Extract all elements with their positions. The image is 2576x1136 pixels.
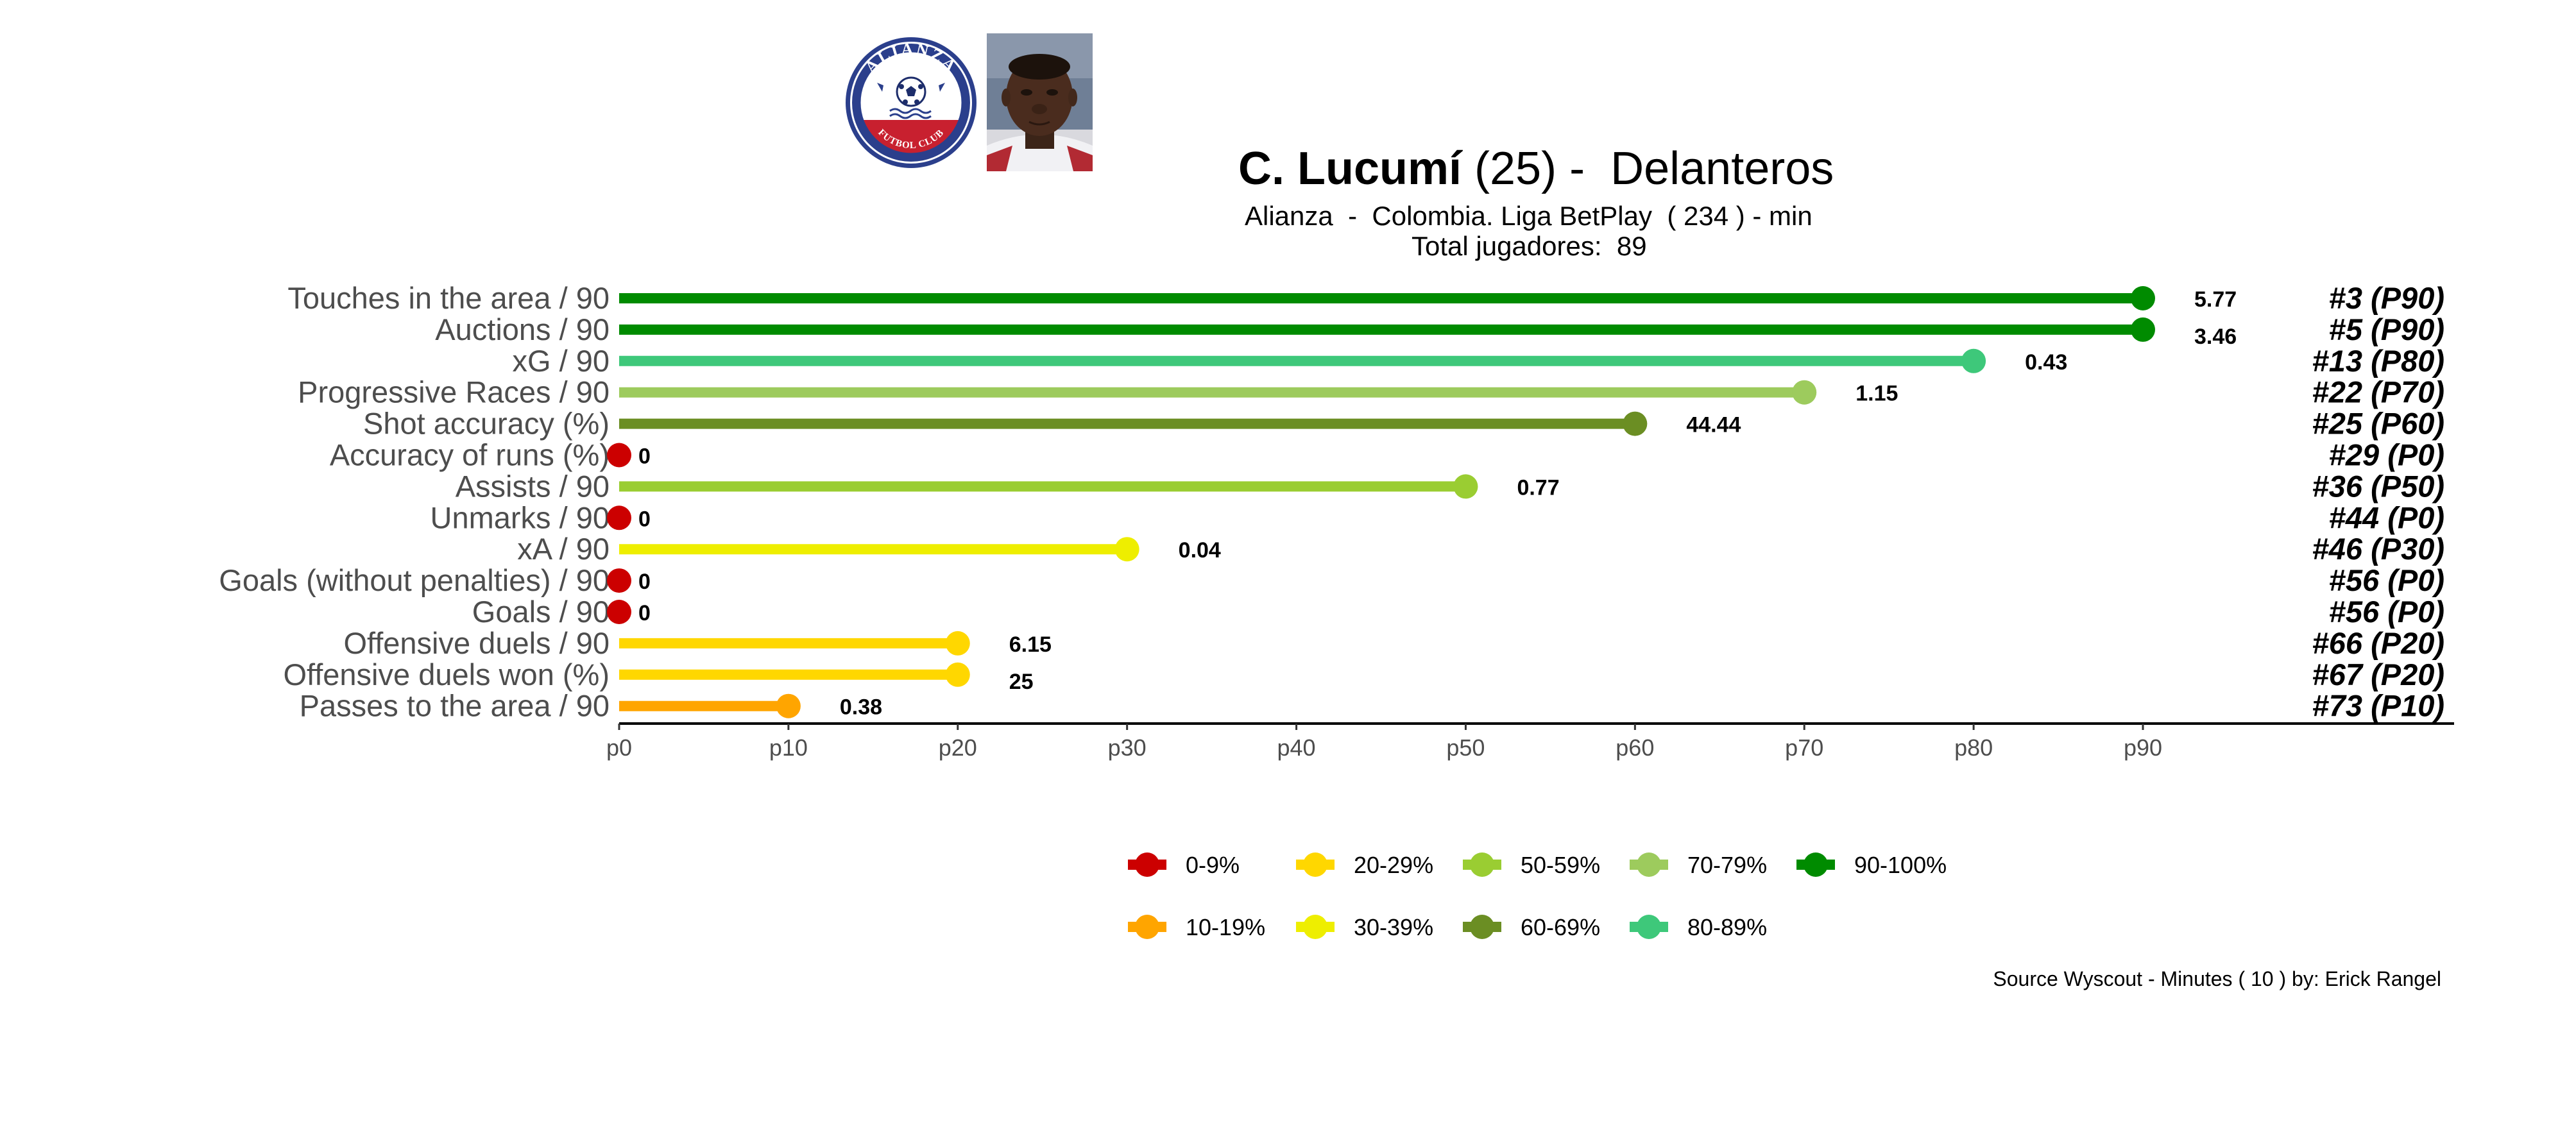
rank-label: #56 (P0): [2329, 595, 2444, 629]
lollipop-dot: [607, 443, 631, 468]
chart-subtitle: Alianza - Colombia. Liga BetPlay ( 234 )…: [1245, 201, 1813, 231]
value-label: 0: [638, 601, 651, 625]
x-tick-label: p0: [606, 734, 632, 761]
rank-label: #46 (P30): [2312, 532, 2444, 566]
metric-label: Offensive duels / 90: [343, 626, 610, 660]
metric-label: Goals / 90: [472, 595, 610, 629]
value-label: 3.46: [2194, 325, 2237, 349]
x-tick-label: p10: [769, 734, 808, 761]
legend-label: 90-100%: [1854, 852, 1947, 878]
source-caption: Source Wyscout - Minutes ( 10 ) by: Eric…: [1993, 967, 2441, 990]
lollipop-dot: [2131, 317, 2155, 342]
value-label: 0.43: [2025, 350, 2067, 375]
rank-label: #36 (P50): [2312, 469, 2444, 503]
metric-label: Touches in the area / 90: [287, 281, 610, 315]
legend-key-dot: [1470, 852, 1494, 877]
legend-label: 80-89%: [1687, 914, 1767, 940]
lollipop-dot: [945, 662, 970, 687]
rank-label: #13 (P80): [2312, 344, 2444, 378]
lollipop-dot: [1961, 348, 1986, 373]
value-label: 25: [1009, 670, 1034, 694]
value-label: 0: [638, 570, 651, 594]
legend-label: 10-19%: [1186, 914, 1265, 940]
lollipop-dot: [1114, 537, 1139, 562]
lollipop-dot: [607, 505, 631, 530]
lollipop-dot: [1453, 474, 1478, 499]
rank-label: #25 (P60): [2312, 407, 2444, 441]
rank-label: #29 (P0): [2329, 438, 2444, 472]
legend-key-dot: [1135, 852, 1159, 877]
legend-label: 0-9%: [1186, 852, 1240, 878]
value-label: 1.15: [1855, 382, 1898, 406]
rank-label: #73 (P10): [2312, 689, 2444, 723]
x-tick-label: p30: [1108, 734, 1147, 761]
soccer-ball-icon: [896, 76, 926, 107]
legend-key-dot: [1135, 915, 1159, 939]
x-tick-label: p90: [2124, 734, 2162, 761]
value-label: 0.38: [840, 695, 882, 720]
value-label: 6.15: [1009, 632, 1052, 657]
metric-label: xG / 90: [512, 344, 610, 378]
legend-label: 60-69%: [1521, 914, 1600, 940]
metric-label: Goals (without penalties) / 90: [219, 563, 610, 597]
lollipop-dot: [945, 631, 970, 656]
x-tick-label: p50: [1446, 734, 1485, 761]
rank-label: #44 (P0): [2329, 500, 2444, 534]
metric-label: Auctions / 90: [435, 312, 610, 346]
legend-label: 30-39%: [1354, 914, 1433, 940]
total-players: Total jugadores: 89: [1412, 231, 1647, 261]
metric-label: Offensive duels won (%): [283, 657, 610, 691]
metric-label: Accuracy of runs (%): [330, 438, 610, 472]
chart-title: C. Lucumí (25) - Delanteros: [1238, 142, 1834, 195]
value-label: 0: [638, 445, 651, 469]
lollipop-dot: [776, 693, 801, 718]
value-label: 44.44: [1686, 413, 1741, 437]
metric-label: Progressive Races / 90: [298, 375, 610, 409]
legend-label: 70-79%: [1687, 852, 1767, 878]
metric-label: xA / 90: [517, 532, 610, 566]
legend-key-dot: [1470, 915, 1494, 939]
value-label: 0.04: [1179, 538, 1221, 563]
metric-label: Assists / 90: [456, 469, 610, 503]
metric-label: Unmarks / 90: [431, 500, 610, 534]
rank-label: #66 (P20): [2312, 626, 2444, 660]
metric-label: Passes to the area / 90: [300, 689, 610, 723]
player-name: C. Lucumí: [1238, 143, 1462, 194]
lollipop-dot: [1792, 380, 1817, 405]
club-badge: ALIANZA FUTBOL CLUB: [844, 35, 978, 170]
legend-key-dot: [1637, 852, 1661, 877]
value-label: 0.77: [1517, 475, 1559, 500]
legend-key-dot: [1303, 915, 1327, 939]
rank-label: #22 (P70): [2312, 375, 2444, 409]
legend-key-dot: [1804, 852, 1828, 877]
lollipop-dot: [607, 600, 631, 624]
lollipop-dot: [2131, 286, 2155, 310]
legend-key-dot: [1303, 852, 1327, 877]
lollipop-dot: [1623, 411, 1648, 436]
player-position: Delanteros: [1610, 143, 1834, 194]
x-tick-label: p70: [1785, 734, 1823, 761]
x-tick-label: p40: [1277, 734, 1316, 761]
rank-label: #67 (P20): [2312, 657, 2444, 691]
player-photo: [987, 33, 1093, 171]
legend-key-dot: [1637, 915, 1661, 939]
rank-label: #5 (P90): [2329, 312, 2444, 346]
legend-label: 20-29%: [1354, 852, 1433, 878]
rank-label: #56 (P0): [2329, 563, 2444, 597]
value-label: 0: [638, 507, 651, 531]
title-separator: -: [1557, 143, 1611, 194]
x-tick-label: p60: [1616, 734, 1654, 761]
x-tick-label: p80: [1954, 734, 1993, 761]
player-age: (25): [1474, 143, 1557, 194]
metric-label: Shot accuracy (%): [363, 407, 610, 441]
legend-label: 50-59%: [1521, 852, 1600, 878]
value-label: 5.77: [2194, 287, 2237, 312]
x-tick-label: p20: [939, 734, 977, 761]
rank-label: #3 (P90): [2329, 281, 2444, 315]
lollipop-dot: [607, 568, 631, 593]
